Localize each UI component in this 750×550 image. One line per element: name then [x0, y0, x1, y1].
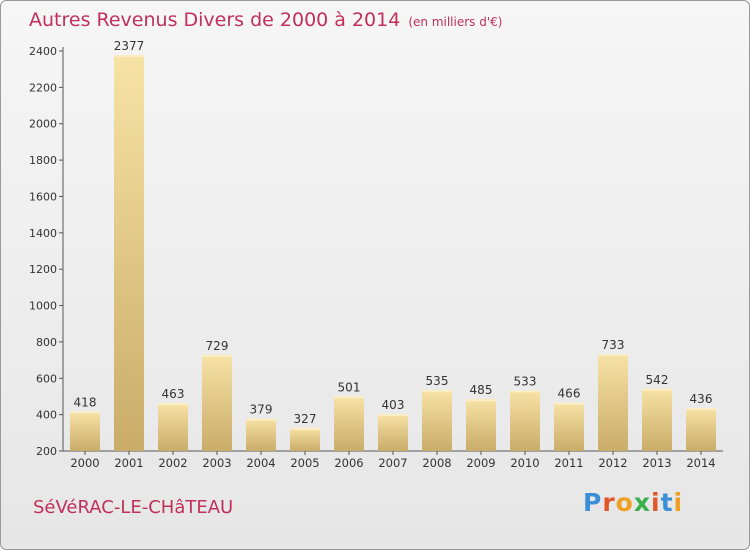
- y-tick-label: 400: [36, 409, 57, 422]
- bar-top-highlight: [202, 354, 232, 357]
- data-label: 542: [646, 373, 669, 387]
- bar-2010: [510, 390, 540, 451]
- bar-top-highlight: [334, 396, 364, 399]
- bar-top-highlight: [246, 418, 276, 421]
- y-tick-label: 2200: [29, 81, 57, 94]
- x-tick-label: 2004: [246, 456, 275, 470]
- bar-top-highlight: [686, 408, 716, 411]
- bar-top-highlight: [290, 427, 320, 430]
- y-tick-label: 2000: [29, 118, 57, 131]
- data-label: 466: [558, 387, 581, 401]
- logo-letter: i: [673, 488, 684, 517]
- commune-name: SéVéRAC-LE-CHâTEAU: [33, 497, 234, 518]
- x-tick-label: 2002: [158, 456, 187, 470]
- bar-2006: [334, 396, 364, 451]
- bar-top-highlight: [158, 403, 188, 406]
- logo-letter: t: [660, 488, 674, 517]
- bar-2013: [642, 388, 672, 451]
- data-label: 403: [382, 398, 405, 412]
- x-tick-label: 2006: [334, 456, 363, 470]
- bar-top-highlight: [466, 399, 496, 402]
- bar-top-highlight: [598, 354, 628, 357]
- bar-top-highlight: [422, 390, 452, 393]
- bar-2000: [70, 411, 100, 451]
- x-tick-label: 2014: [686, 456, 715, 470]
- chart-unit: (en milliers d'€): [408, 15, 503, 29]
- data-label: 729: [206, 339, 229, 353]
- bar-2004: [246, 418, 276, 451]
- bar-2014: [686, 408, 716, 451]
- y-tick-label: 800: [36, 336, 57, 349]
- x-tick-label: 2005: [290, 456, 319, 470]
- bar-2003: [202, 354, 232, 451]
- data-label: 379: [250, 402, 273, 416]
- y-tick-label: 600: [36, 372, 57, 385]
- y-tick-label: 1200: [29, 263, 57, 276]
- y-tick-label: 1600: [29, 190, 57, 203]
- y-tick-label: 1000: [29, 300, 57, 313]
- x-tick-label: 2012: [598, 456, 627, 470]
- data-label: 485: [470, 383, 493, 397]
- data-label: 501: [338, 380, 361, 394]
- bar-top-highlight: [114, 55, 144, 58]
- data-label: 535: [426, 374, 449, 388]
- bar-top-highlight: [554, 402, 584, 405]
- chart-title: Autres Revenus Divers de 2000 à 2014 (en …: [29, 9, 503, 31]
- x-tick-label: 2001: [114, 456, 143, 470]
- x-tick-label: 2003: [202, 456, 231, 470]
- x-tick-label: 2013: [642, 456, 671, 470]
- bar-2011: [554, 402, 584, 451]
- proxiti-logo: Proxiti: [583, 488, 683, 517]
- x-tick-label: 2000: [70, 456, 99, 470]
- bar-2009: [466, 399, 496, 451]
- data-label: 463: [162, 387, 185, 401]
- x-tick-label: 2008: [422, 456, 451, 470]
- bar-2008: [422, 390, 452, 451]
- y-tick-label: 200: [36, 445, 57, 458]
- data-label: 327: [294, 412, 317, 426]
- bar-2005: [290, 427, 320, 451]
- bar-2001: [114, 55, 144, 451]
- y-tick-label: 1800: [29, 154, 57, 167]
- data-label: 533: [514, 374, 537, 388]
- logo-letter: o: [615, 488, 634, 517]
- y-tick-label: 2400: [29, 45, 57, 58]
- bar-2007: [378, 414, 408, 451]
- logo-letter: P: [583, 488, 603, 517]
- bar-top-highlight: [510, 390, 540, 393]
- data-label: 733: [602, 338, 625, 352]
- logo-letter: i: [651, 488, 661, 517]
- bar-top-highlight: [378, 414, 408, 417]
- x-tick-label: 2010: [510, 456, 539, 470]
- data-label: 418: [74, 395, 97, 409]
- logo-letter: r: [602, 488, 616, 517]
- data-label: 2377: [114, 39, 145, 53]
- x-tick-label: 2007: [378, 456, 407, 470]
- bar-2012: [598, 354, 628, 451]
- data-label: 436: [690, 392, 713, 406]
- logo-letter: x: [633, 488, 651, 517]
- bar-top-highlight: [642, 388, 672, 391]
- bar-2002: [158, 403, 188, 451]
- x-tick-label: 2009: [466, 456, 495, 470]
- y-tick-label: 1400: [29, 227, 57, 240]
- bar-top-highlight: [70, 411, 100, 414]
- x-tick-label: 2011: [554, 456, 583, 470]
